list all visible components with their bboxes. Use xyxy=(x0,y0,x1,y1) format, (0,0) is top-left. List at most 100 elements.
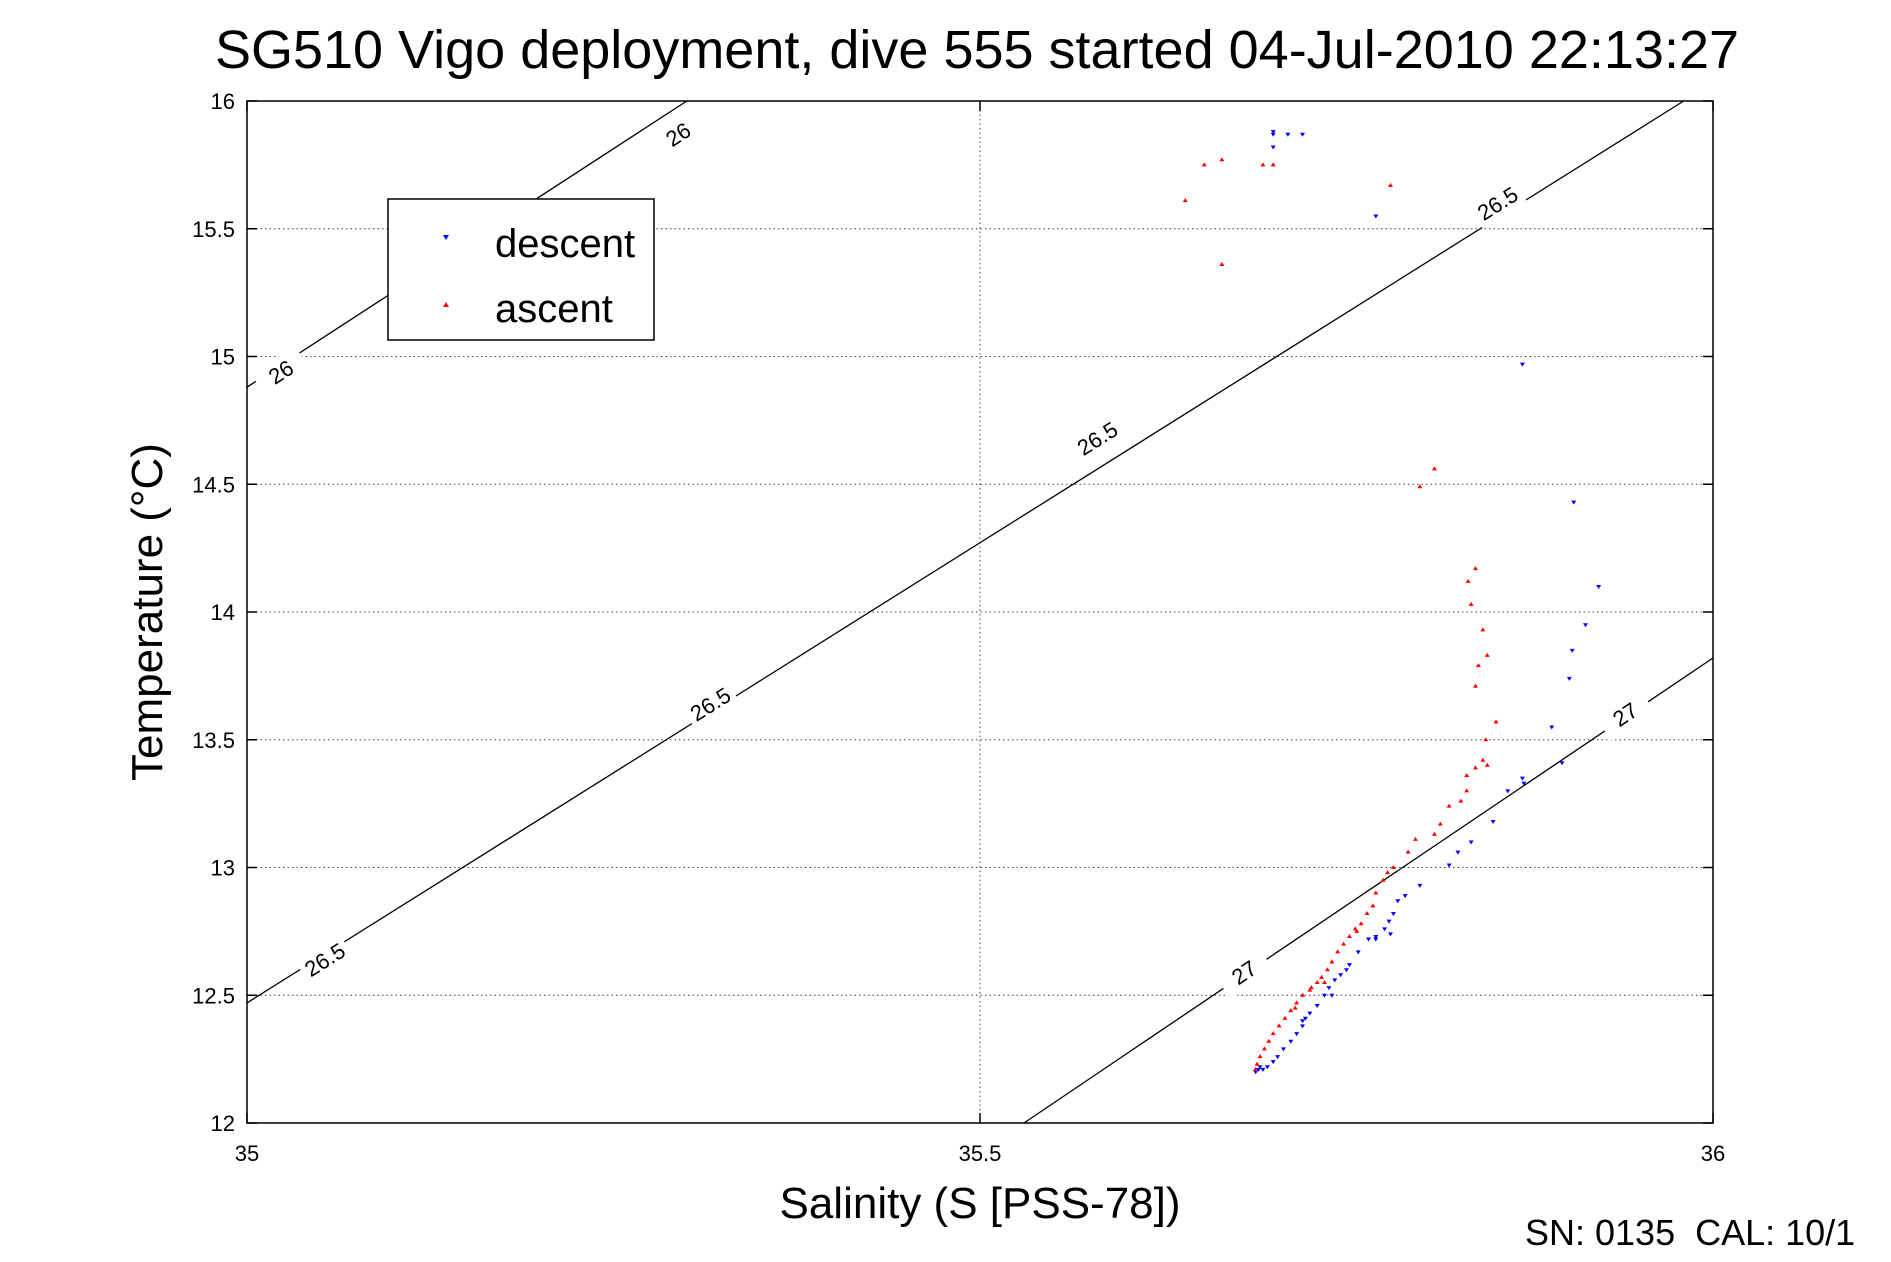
y-tick-label: 14 xyxy=(211,600,235,625)
contour-label-bg xyxy=(1468,177,1527,229)
point-ascent xyxy=(1219,262,1225,267)
point-ascent xyxy=(1257,1054,1263,1059)
point-descent xyxy=(1344,968,1349,973)
y-tick-label: 16 xyxy=(211,89,235,114)
point-ascent xyxy=(1307,987,1313,992)
legend-marker-descent xyxy=(443,235,449,240)
point-ascent xyxy=(1276,1023,1282,1028)
point-descent xyxy=(1549,725,1555,730)
contour-label-bg xyxy=(1595,688,1655,741)
point-descent xyxy=(1270,145,1276,150)
point-ascent xyxy=(1387,182,1393,187)
x-tick-label: 36 xyxy=(1701,1141,1725,1166)
point-ascent xyxy=(1219,157,1225,162)
legend: descent ascent xyxy=(387,198,655,341)
point-descent xyxy=(1559,761,1565,766)
point-descent xyxy=(1329,993,1335,998)
contour-line-27 xyxy=(1023,657,1714,1124)
point-ascent xyxy=(1458,798,1464,803)
point-descent xyxy=(1280,1047,1286,1052)
point-ascent xyxy=(1254,1061,1260,1066)
point-ascent xyxy=(1324,967,1330,972)
point-ascent xyxy=(1431,831,1437,836)
contour-label-bg xyxy=(1067,412,1127,464)
point-descent xyxy=(1332,978,1338,983)
contour-label-bg xyxy=(295,933,355,986)
point-ascent xyxy=(1431,466,1437,471)
legend-box xyxy=(387,198,655,341)
contour-label-bg xyxy=(648,108,708,161)
contour-line-26-5 xyxy=(246,100,1685,1004)
point-descent xyxy=(1288,1039,1294,1044)
point-ascent xyxy=(1437,821,1443,826)
point-descent xyxy=(1264,1065,1270,1070)
point-descent xyxy=(1253,1070,1259,1075)
point-ascent xyxy=(1253,1066,1259,1071)
point-descent xyxy=(1365,937,1371,942)
point-ascent xyxy=(1319,974,1325,979)
legend-label-ascent: ascent xyxy=(495,287,613,331)
point-ascent xyxy=(1465,578,1471,583)
point-descent xyxy=(1521,781,1527,786)
contour-label-bg xyxy=(680,678,740,730)
point-ascent xyxy=(1341,941,1347,946)
point-ascent xyxy=(1329,959,1335,964)
point-descent xyxy=(1519,776,1525,781)
point-descent xyxy=(1307,1011,1313,1016)
point-ascent xyxy=(1364,910,1370,915)
point-descent xyxy=(1338,973,1344,978)
point-descent xyxy=(1596,584,1602,589)
point-ascent xyxy=(1405,849,1411,854)
point-ascent xyxy=(1493,719,1499,724)
data-points xyxy=(1182,130,1602,1075)
y-tick-label: 13.5 xyxy=(192,728,235,753)
point-ascent xyxy=(1480,757,1486,762)
point-descent xyxy=(1270,130,1276,135)
point-ascent xyxy=(1417,484,1423,489)
point-ascent xyxy=(1475,663,1481,668)
point-ascent xyxy=(1354,928,1360,933)
point-descent xyxy=(1387,932,1393,937)
point-ascent xyxy=(1468,601,1474,606)
point-descent xyxy=(1270,132,1276,137)
point-descent xyxy=(1346,963,1352,968)
point-ascent xyxy=(1358,921,1364,926)
point-ascent xyxy=(1390,865,1396,869)
point-descent xyxy=(1373,214,1379,219)
point-descent xyxy=(1395,899,1401,904)
point-descent xyxy=(1314,1003,1320,1008)
point-ascent xyxy=(1380,877,1386,882)
point-ascent xyxy=(1484,762,1490,767)
point-ascent xyxy=(1464,788,1470,793)
point-ascent xyxy=(1346,933,1352,938)
point-descent xyxy=(1322,993,1328,998)
point-descent xyxy=(1275,1055,1281,1060)
y-tick-label: 13 xyxy=(211,856,235,881)
point-descent xyxy=(1300,1024,1306,1029)
point-descent xyxy=(1300,1019,1306,1024)
point-descent xyxy=(1571,500,1577,505)
point-descent xyxy=(1270,1060,1276,1065)
point-descent xyxy=(1417,883,1423,888)
point-descent xyxy=(1505,789,1511,794)
point-ascent xyxy=(1182,198,1188,203)
y-tick-label: 12 xyxy=(211,1111,235,1136)
point-ascent xyxy=(1266,1038,1272,1043)
point-ascent xyxy=(1412,836,1418,841)
point-ascent xyxy=(1473,683,1479,688)
point-descent xyxy=(1386,919,1392,924)
point-ascent xyxy=(1288,1008,1294,1013)
point-ascent xyxy=(1385,870,1391,875)
chart-title: SG510 Vigo deployment, dive 555 started … xyxy=(215,20,1739,80)
y-tick-label: 14.5 xyxy=(192,472,235,497)
point-descent xyxy=(1373,937,1379,942)
x-axis-title: Salinity (S [PSS-78]) xyxy=(779,1179,1180,1228)
y-axis-title: Temperature (°C) xyxy=(123,443,172,781)
point-ascent xyxy=(1261,1046,1267,1051)
point-descent xyxy=(1468,840,1474,845)
point-ascent xyxy=(1335,949,1341,954)
point-ascent xyxy=(1480,627,1486,632)
point-ascent xyxy=(1300,992,1306,997)
point-ascent xyxy=(1270,1031,1276,1036)
point-ascent xyxy=(1373,890,1379,895)
